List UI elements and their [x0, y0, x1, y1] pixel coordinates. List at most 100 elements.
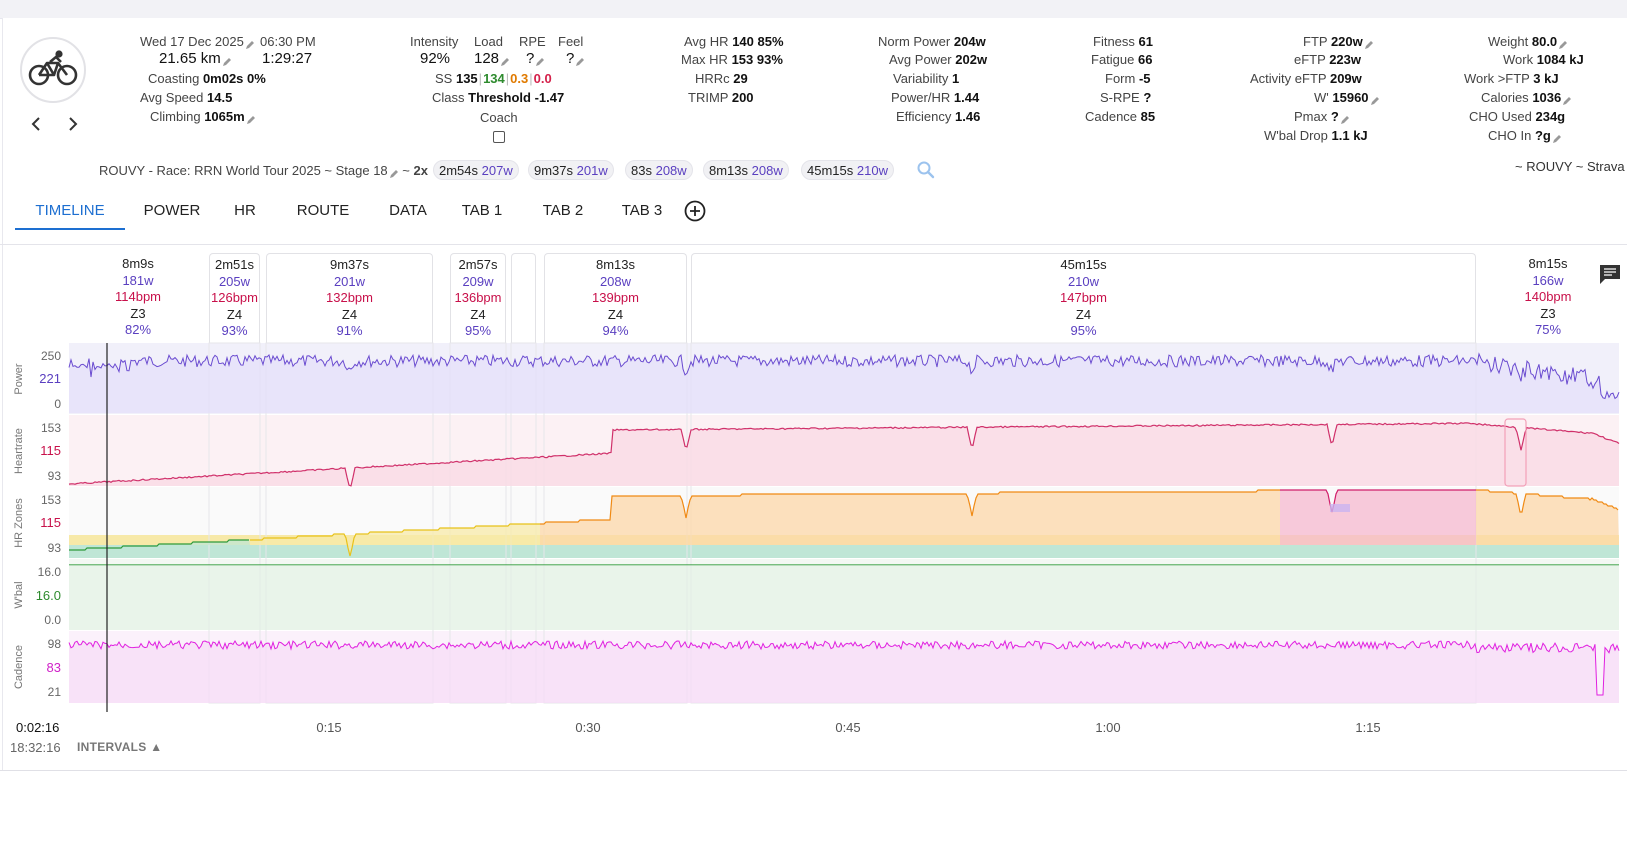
activity-distance[interactable]: 21.65 km	[159, 50, 232, 68]
intervals-toggle[interactable]: INTERVALS ▲	[77, 740, 163, 754]
tab-2[interactable]: TAB 2	[542, 202, 584, 219]
hrzones-axis-tick: 153	[40, 493, 61, 507]
tab-power[interactable]: POWER	[143, 202, 201, 219]
heartrate-axis-label: Heartrate	[13, 428, 25, 474]
interval-power: 205w	[218, 273, 251, 289]
ftp-stat[interactable]: FTP 220w	[1303, 34, 1374, 50]
calories-stat[interactable]: Calories 1036	[1481, 90, 1572, 106]
interval-box[interactable]	[511, 253, 536, 343]
interval-box[interactable]: 8m15s 166w 140bpm Z3 75%	[1513, 253, 1583, 343]
climbing-stat[interactable]: Climbing 1065m	[150, 109, 256, 125]
time-tick: 0:15	[316, 720, 342, 735]
coach-checkbox[interactable]	[493, 131, 505, 143]
interval-chip[interactable]: 2m54s 207w	[433, 160, 519, 180]
interval-power: 209w	[462, 273, 494, 289]
previous-activity-button[interactable]	[27, 116, 45, 136]
interval-box[interactable]: 45m15s 210w 147bpm Z4 95%	[691, 253, 1476, 343]
activity-eftp-stat: Activity eFTP 209w	[1250, 71, 1362, 86]
interval-duration: 8m9s	[122, 256, 154, 271]
weight-stat[interactable]: Weight 80.0	[1488, 34, 1568, 50]
edit-pencil-icon[interactable]	[1558, 38, 1568, 49]
search-intervals-button[interactable]	[917, 161, 935, 184]
interval-zone: Z3	[1540, 305, 1556, 321]
heartrate-axis-tick: 93	[47, 469, 61, 483]
coasting-stat: Coasting 0m02s 0%	[148, 71, 266, 86]
time-tick: 1:00	[1095, 720, 1121, 735]
work-above-ftp-stat: Work >FTP 3 kJ	[1464, 71, 1559, 86]
activity-name[interactable]: ROUVY - Race: RRN World Tour 2025 ~ Stag…	[99, 163, 428, 178]
interval-power: 201w	[333, 273, 366, 289]
edit-pencil-icon[interactable]	[500, 54, 510, 67]
form-stat: Form -5	[1105, 71, 1151, 86]
interval-chip[interactable]: 45m15s 210w	[801, 160, 894, 180]
interval-power: 166w	[1532, 272, 1564, 288]
interval-box[interactable]: 9m37s 201w 132bpm Z4 91%	[266, 253, 433, 343]
efficiency-stat: Efficiency 1.46	[896, 109, 981, 124]
edit-pencil-icon[interactable]	[246, 113, 256, 124]
next-activity-button[interactable]	[64, 116, 82, 136]
interval-hr: 126bpm	[211, 290, 258, 305]
edit-pencil-icon[interactable]	[389, 167, 399, 178]
interval-hr: 114bpm	[114, 289, 161, 304]
edit-pencil-icon[interactable]	[1340, 113, 1350, 124]
tab-data[interactable]: DATA	[389, 202, 427, 219]
add-tab-button[interactable]	[684, 200, 706, 227]
intensity-value: 92%	[420, 50, 451, 67]
tab-timeline[interactable]: TIMELINE	[15, 194, 125, 230]
edit-pencil-icon[interactable]	[1364, 38, 1374, 49]
wbal-axis-tick: 16.0	[35, 588, 61, 603]
fitness-stat: Fitness 61	[1093, 34, 1153, 49]
work-stat: Work 1084 kJ	[1503, 52, 1584, 67]
interval-box[interactable]: 8m13s 208w 139bpm Z4 94%	[544, 253, 687, 343]
eftp-stat: eFTP 223w	[1294, 52, 1361, 67]
interval-zone: Z4	[470, 306, 486, 322]
interval-hr: 136bpm	[454, 290, 502, 305]
load-label: Load	[474, 34, 503, 49]
activity-date[interactable]: Wed 17 Dec 2025	[140, 34, 255, 50]
tab-route[interactable]: ROUTE	[296, 202, 350, 219]
edit-pencil-icon[interactable]	[1370, 94, 1380, 105]
load-value[interactable]: 128	[474, 50, 510, 68]
interval-power: 181w	[122, 272, 154, 288]
wprime-stat[interactable]: W' 15960	[1314, 90, 1380, 106]
wbal-axis-label: W'bal	[13, 581, 25, 609]
interval-duration: 8m15s	[1528, 256, 1568, 271]
avg-power-stat: Avg Power 202w	[889, 52, 988, 67]
tab-hr[interactable]: HR	[234, 202, 256, 219]
intensity-label: Intensity	[410, 34, 459, 49]
power-axis-tick: 0	[54, 397, 61, 411]
tab-divider	[0, 244, 1627, 245]
interval-chip[interactable]: 83s 208w	[625, 160, 693, 180]
interval-hr: 132bpm	[326, 290, 373, 305]
edit-pencil-icon[interactable]	[222, 54, 232, 67]
comments-button[interactable]	[1598, 263, 1622, 290]
edit-pencil-icon[interactable]	[1552, 132, 1562, 143]
cadence-stat: Cadence 85	[1085, 109, 1156, 124]
hrzones-axis-label: HR Zones	[13, 498, 25, 548]
interval-box[interactable]: 2m51s 205w 126bpm Z4 93%	[209, 253, 260, 343]
rpe-value[interactable]: ?	[526, 50, 545, 68]
interval-box[interactable]: 8m9s 181w 114bpm Z3 82%	[69, 253, 207, 343]
tab-3[interactable]: TAB 3	[621, 202, 663, 219]
edit-pencil-icon[interactable]	[1562, 94, 1572, 105]
edit-pencil-icon[interactable]	[535, 54, 545, 67]
edit-pencil-icon[interactable]	[245, 38, 255, 49]
power-axis-label: Power	[13, 363, 25, 395]
interval-duration: 2m57s	[458, 257, 498, 272]
cho-in-stat[interactable]: CHO In ?g	[1488, 128, 1562, 144]
activity-type-avatar	[20, 37, 86, 103]
interval-power: 210w	[1067, 273, 1100, 289]
interval-chip[interactable]: 9m37s 201w	[528, 160, 614, 180]
pmax-stat[interactable]: Pmax ?	[1294, 109, 1350, 125]
avg-speed-stat: Avg Speed 14.5	[140, 90, 233, 105]
interval-pct: 95%	[1070, 323, 1097, 338]
feel-value[interactable]: ?	[566, 50, 585, 68]
interval-chip[interactable]: 8m13s 208w	[703, 160, 789, 180]
activity-source[interactable]: ~ ROUVY ~ Strava	[1515, 159, 1625, 174]
tab-1[interactable]: TAB 1	[461, 202, 503, 219]
edit-pencil-icon[interactable]	[575, 54, 585, 67]
interval-zone: Z4	[607, 306, 624, 322]
interval-box[interactable]: 2m57s 209w 136bpm Z4 95%	[450, 253, 506, 343]
fatigue-stat: Fatigue 66	[1091, 52, 1153, 67]
